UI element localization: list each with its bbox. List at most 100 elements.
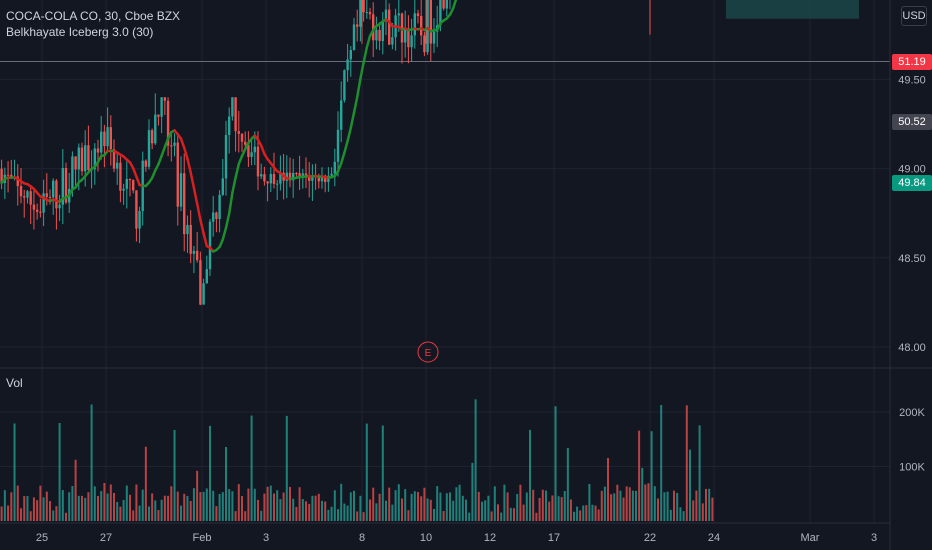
volume-bar (282, 492, 285, 521)
candle-body (6, 174, 10, 176)
volume-bar (192, 488, 195, 521)
volume-bar (487, 495, 490, 521)
volume-bar (132, 510, 135, 521)
candle-body (340, 100, 343, 130)
candle-body (244, 141, 247, 145)
candle-body (308, 177, 311, 181)
volume-bar (337, 509, 339, 521)
candle-body (58, 204, 61, 209)
candle-body (125, 178, 128, 189)
volume-bar (113, 492, 115, 521)
current-price-tag: 50.52 (892, 114, 932, 130)
volume-bar (330, 506, 333, 521)
ma-segment (346, 126, 353, 143)
candle-body (279, 172, 282, 184)
candle-body (119, 162, 122, 191)
volume-bar (594, 505, 597, 521)
volume-bar (585, 505, 588, 521)
volume-bar (285, 415, 288, 521)
symbol-title[interactable]: COCA-COLA CO, 30, Cboe BZX (6, 9, 181, 23)
volume-bar (413, 491, 416, 521)
price-tick-label: 48.00 (898, 342, 926, 354)
candle-body (45, 193, 48, 197)
volume-bar (154, 500, 157, 521)
volume-bar (228, 489, 231, 521)
candle-body (199, 260, 202, 305)
currency-button[interactable]: USD (901, 6, 927, 26)
volume-bar (666, 491, 669, 521)
ma-segment (227, 191, 234, 215)
ma-segment (336, 162, 343, 173)
candle-body (205, 269, 208, 284)
target-zone (726, 0, 859, 19)
candle-body (166, 100, 170, 146)
candle-body (237, 131, 240, 134)
volume-bar (669, 509, 672, 521)
volume-bars (0, 399, 714, 521)
volume-bar (362, 512, 365, 521)
candle-body (189, 224, 192, 254)
candle-body (426, 0, 429, 53)
volume-label[interactable]: Vol (6, 376, 23, 390)
ma-segment (237, 154, 244, 166)
candle-body (55, 180, 58, 209)
chart-legend: COCA-COLA CO, 30, Cboe BZX Belkhayate Ic… (6, 8, 180, 40)
ma-segment (189, 171, 196, 190)
volume-bar (535, 512, 538, 521)
ma-segment (192, 186, 199, 206)
volume-bar (10, 492, 13, 521)
volume-bar (538, 497, 541, 521)
volume-bar (160, 499, 163, 521)
ma-segment (231, 176, 237, 195)
volume-bar (77, 495, 80, 521)
candle-body (10, 174, 13, 178)
volume-bar (388, 487, 391, 521)
volume-bar (292, 498, 295, 521)
volume-bar (279, 499, 282, 521)
volume-bar (503, 484, 506, 521)
volume-bar (97, 496, 99, 521)
volume-bar (573, 511, 575, 521)
candle-body (64, 168, 68, 203)
volume-tick-label: 200K (899, 407, 925, 419)
candle-body (445, 0, 448, 9)
volume-bar (237, 484, 240, 521)
candle-body (432, 31, 436, 44)
candle-body (359, 0, 362, 27)
volume-bar (250, 415, 253, 521)
volume-bar (109, 484, 112, 521)
ma-segment (339, 151, 346, 165)
price-tick-label: 48.50 (898, 253, 926, 265)
candle-body (109, 127, 112, 150)
volume-bar (74, 459, 77, 521)
ma-segment (359, 61, 365, 80)
volume-bar (557, 496, 560, 521)
earnings-marker[interactable]: E (417, 341, 439, 363)
volume-bar (465, 499, 467, 521)
candle-body (240, 133, 244, 142)
volume-bar (327, 509, 330, 521)
volume-bar (167, 495, 170, 521)
volume-bar (442, 511, 445, 521)
candle-body (391, 37, 394, 45)
volume-bar (471, 462, 474, 521)
candle-body (157, 114, 160, 117)
volume-bar (519, 484, 522, 521)
volume-bar (569, 499, 572, 521)
indicator-title[interactable]: Belkhayate Iceberg 3.0 (30) (6, 25, 154, 39)
candle-body (35, 209, 39, 212)
volume-bar (404, 489, 407, 521)
volume-bar (87, 492, 90, 521)
candle-body (317, 176, 320, 182)
ma-segment (195, 202, 202, 221)
time-tick-label: 10 (420, 532, 432, 544)
volume-bar (541, 489, 544, 521)
ma-segment (343, 139, 349, 154)
candle-body (253, 146, 256, 153)
ma-segment (218, 238, 225, 249)
volume-bar (129, 494, 131, 521)
volume-bar (506, 492, 509, 521)
volume-bar (616, 484, 619, 521)
volume-bar (663, 492, 666, 521)
